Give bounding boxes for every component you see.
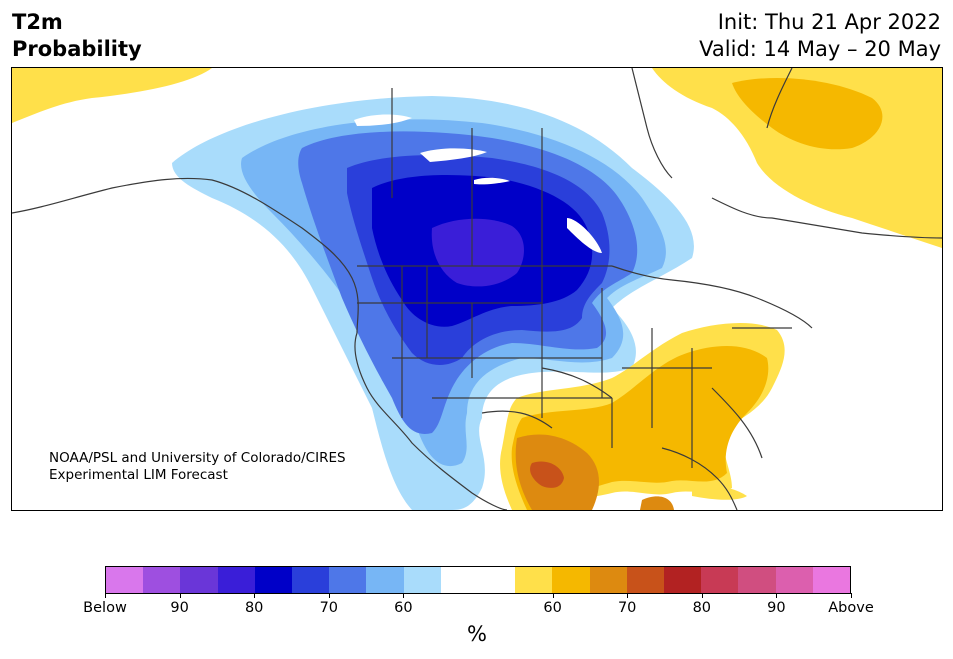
colorbar-tick-mark — [179, 593, 181, 598]
colorbar-segment — [440, 567, 479, 593]
great-slave-lake — [420, 148, 487, 162]
title-right: Init: Thu 21 Apr 2022 Valid: 14 May – 20… — [699, 9, 941, 63]
colorbar-tick-label: 60 — [394, 600, 413, 616]
colorbar-tick-label: 80 — [692, 600, 712, 616]
above-70-mexico-region — [640, 496, 674, 510]
colorbar-tick-label: 80 — [244, 600, 264, 616]
colorbar-segment — [775, 567, 813, 593]
colorbar-tick-mark — [552, 593, 554, 598]
colorbar-tick-mark — [627, 593, 629, 598]
colorbar-segment — [180, 567, 218, 593]
colorbar-segment — [329, 567, 367, 593]
colorbar-segment — [701, 567, 739, 593]
title-type: Probability — [12, 37, 142, 61]
colorbar-segment — [738, 567, 776, 593]
great-bear-lake — [354, 114, 412, 126]
colorbar — [105, 566, 851, 594]
below-85-region — [431, 218, 524, 287]
colorbar-tick-mark — [105, 593, 106, 598]
colorbar-segment — [552, 567, 590, 593]
map-panel — [11, 67, 943, 511]
init-date: Init: Thu 21 Apr 2022 — [717, 10, 941, 34]
colorbar-segment — [106, 567, 144, 593]
colorbar-segment — [626, 567, 665, 593]
colorbar-segment — [515, 567, 553, 593]
colorbar-tick-label: Above — [828, 600, 874, 616]
colorbar-tick-label: 70 — [617, 600, 637, 616]
colorbar-tick-label: 90 — [170, 600, 189, 616]
colorbar-segment — [143, 567, 181, 593]
colorbar-unit-label: % — [467, 622, 487, 646]
colorbar-segment — [664, 567, 702, 593]
title-left: T2m Probability — [12, 9, 142, 63]
probability-map — [12, 68, 942, 510]
colorbar-tick-label: Below — [83, 600, 127, 616]
credit-line-1: NOAA/PSL and University of Colorado/CIRE… — [49, 450, 346, 466]
political-boundaries — [12, 68, 942, 510]
colorbar-tick-mark — [851, 593, 852, 598]
above-75-region — [530, 461, 564, 488]
colorbar-segment — [812, 567, 851, 593]
above-60-cuba-region — [692, 486, 747, 500]
valid-range: Valid: 14 May – 20 May — [699, 37, 941, 61]
credit-text: NOAA/PSL and University of Colorado/CIRE… — [49, 450, 346, 484]
colorbar-tick-label: 90 — [767, 600, 786, 616]
colorbar-segment — [217, 567, 255, 593]
credit-line-2: Experimental LIM Forecast — [49, 467, 228, 483]
colorbar-segment — [403, 567, 441, 593]
colorbar-tick-mark — [254, 593, 256, 598]
colorbar-tick-mark — [403, 593, 405, 598]
colorbar-segment — [478, 567, 516, 593]
colorbar-tick-label: 70 — [319, 600, 339, 616]
lake-athabasca — [474, 177, 510, 185]
title-variable: T2m — [12, 10, 63, 34]
colorbar-segment — [254, 567, 293, 593]
above-60-alaska-region — [12, 68, 212, 123]
lake-winnipeg — [567, 218, 602, 253]
colorbar-tick-mark — [701, 593, 703, 598]
colorbar-tick-mark — [776, 593, 778, 598]
colorbar-tick-label: 60 — [543, 600, 562, 616]
colorbar-segment — [292, 567, 330, 593]
colorbar-segment — [366, 567, 404, 593]
above-65-canada-east-region — [732, 78, 883, 150]
colorbar-segment — [589, 567, 627, 593]
colorbar-tick-mark — [328, 593, 330, 598]
